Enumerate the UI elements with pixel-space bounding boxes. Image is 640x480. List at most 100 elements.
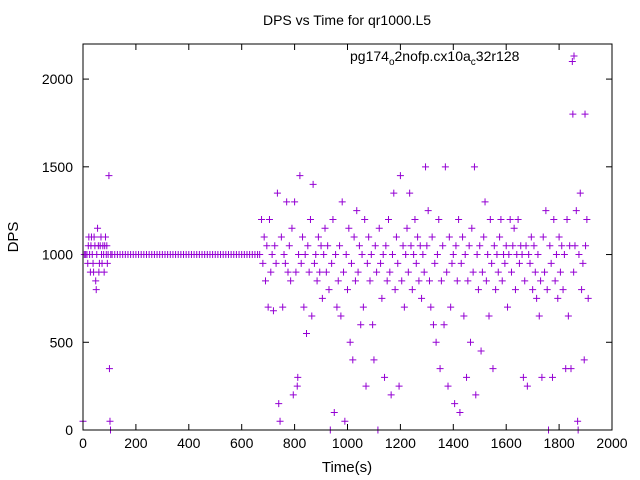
data-point [582, 242, 590, 250]
data-point [336, 242, 344, 250]
data-point [338, 198, 346, 206]
data-point [460, 312, 468, 320]
scatter-points [79, 58, 592, 434]
data-point [398, 277, 406, 285]
data-point [394, 259, 402, 267]
data-point [334, 277, 342, 285]
data-point [313, 277, 321, 285]
data-point [365, 233, 373, 241]
data-point [293, 382, 301, 390]
data-point [94, 224, 102, 232]
data-point [285, 242, 293, 250]
data-point [268, 251, 276, 259]
data-point [556, 268, 564, 276]
data-point [284, 268, 292, 276]
data-point [448, 259, 456, 267]
data-point [332, 251, 340, 259]
data-point [280, 251, 288, 259]
data-point [387, 391, 395, 399]
x-tick-label: 600 [230, 435, 254, 451]
data-point [281, 259, 289, 267]
data-point [357, 321, 365, 329]
data-point [402, 251, 410, 259]
data-point [488, 259, 496, 267]
data-point [330, 408, 338, 416]
x-tick-label: 1400 [438, 435, 469, 451]
data-point [259, 259, 267, 267]
data-point [321, 224, 329, 232]
data-point [324, 242, 332, 250]
data-point [477, 347, 485, 355]
data-point [502, 242, 510, 250]
data-point [547, 259, 555, 267]
data-point [555, 233, 563, 241]
data-point [444, 382, 452, 390]
data-point [572, 207, 580, 215]
data-point [414, 233, 422, 241]
data-point [548, 373, 556, 381]
data-point [571, 242, 579, 250]
data-point [350, 233, 358, 241]
data-point [407, 242, 415, 250]
data-point [92, 277, 100, 285]
data-point [92, 286, 100, 294]
data-point [440, 321, 448, 329]
data-point [575, 251, 583, 259]
data-point [554, 294, 562, 302]
data-point [570, 268, 578, 276]
data-point [551, 277, 559, 285]
data-point [379, 251, 387, 259]
data-point [325, 286, 333, 294]
data-point [404, 268, 412, 276]
data-point [486, 215, 494, 223]
data-point [349, 356, 357, 364]
data-point [476, 242, 484, 250]
data-point [306, 215, 314, 223]
data-point [531, 268, 539, 276]
data-point [436, 365, 444, 373]
data-point [443, 268, 451, 276]
data-point [294, 373, 302, 381]
data-point [470, 163, 478, 171]
data-point [344, 286, 351, 294]
data-point [473, 251, 481, 259]
data-point [435, 215, 443, 223]
data-point [422, 163, 430, 171]
data-point [469, 268, 477, 276]
data-point [463, 373, 471, 381]
y-tick-label: 2000 [42, 71, 73, 87]
data-point [504, 303, 512, 311]
data-point [464, 277, 472, 285]
data-point [559, 286, 567, 294]
data-point [461, 251, 469, 259]
plot-frame [82, 43, 613, 431]
data-point [574, 417, 582, 425]
data-point [519, 373, 527, 381]
data-point [515, 259, 523, 267]
data-point [569, 110, 577, 118]
data-point [535, 312, 543, 320]
data-point [90, 233, 98, 241]
data-point [498, 277, 506, 285]
data-point [400, 303, 408, 311]
data-point [295, 251, 303, 259]
legend-marker [570, 52, 578, 60]
data-point [299, 233, 307, 241]
data-point [408, 286, 416, 294]
data-point [345, 224, 353, 232]
data-point [455, 215, 463, 223]
data-point [474, 286, 482, 294]
data-point [560, 251, 568, 259]
data-point [305, 268, 313, 276]
data-point [492, 286, 500, 294]
data-point [383, 277, 391, 285]
data-point [539, 233, 547, 241]
data-point [355, 242, 363, 250]
data-point [269, 307, 277, 315]
data-point [433, 251, 441, 259]
data-point [106, 417, 114, 425]
data-point [320, 251, 328, 259]
y-tick-label: 1500 [42, 159, 73, 175]
data-point [429, 321, 437, 329]
